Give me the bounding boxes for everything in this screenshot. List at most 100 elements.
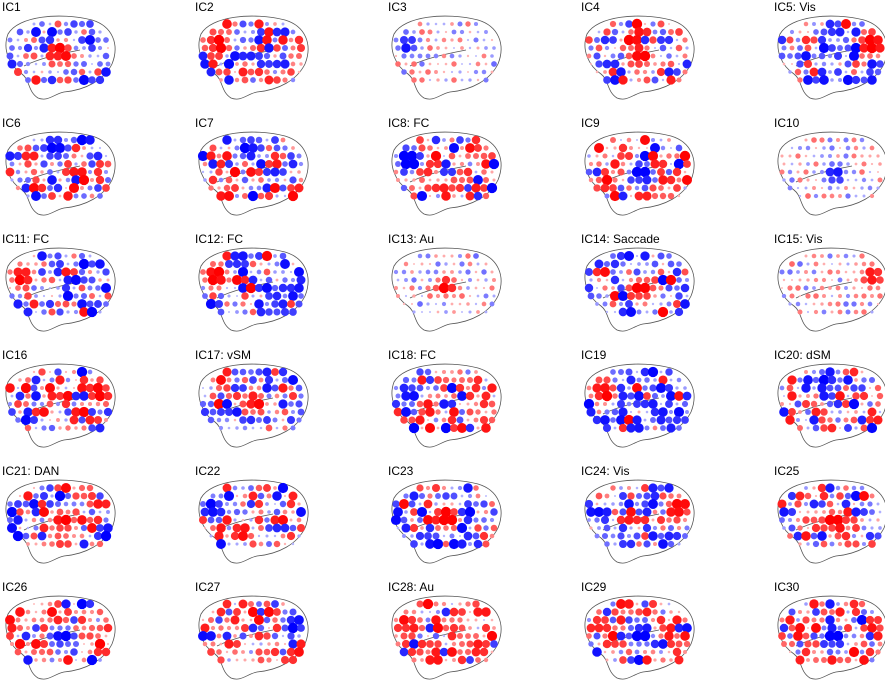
electrode-dot bbox=[675, 640, 683, 648]
ic-panel: IC17: vSM bbox=[193, 348, 313, 456]
electrode-dot bbox=[801, 35, 811, 45]
brain-outline bbox=[391, 131, 502, 216]
electrode-dot bbox=[435, 409, 441, 415]
electrode-dot bbox=[838, 62, 842, 66]
electrode-dot bbox=[247, 136, 255, 144]
electrode-dot bbox=[33, 525, 39, 531]
electrode-dot bbox=[481, 269, 487, 275]
electrode-dot bbox=[473, 501, 479, 507]
electrode-dot bbox=[488, 400, 496, 408]
electrode-dot bbox=[491, 61, 497, 67]
electrode-dot bbox=[31, 375, 41, 385]
electrode-dot bbox=[78, 484, 86, 492]
electrode-dot bbox=[202, 641, 208, 647]
electrode-dot bbox=[665, 168, 673, 176]
electrode-dot bbox=[603, 28, 611, 36]
electrode-dot bbox=[667, 260, 675, 268]
electrode-dot bbox=[429, 311, 431, 313]
electrode-dot bbox=[860, 518, 864, 522]
electrode-dot bbox=[286, 531, 296, 541]
electrode-dot bbox=[80, 492, 88, 500]
electrode-dot bbox=[612, 393, 618, 399]
electrode-dot bbox=[626, 539, 636, 549]
electrode-dot bbox=[817, 383, 827, 393]
electrode-dot bbox=[593, 632, 601, 640]
electrode-dot bbox=[218, 425, 224, 431]
electrode-dot bbox=[393, 623, 403, 633]
electrode-dot bbox=[603, 260, 611, 268]
electrode-dot bbox=[411, 277, 417, 283]
electrode-dot bbox=[490, 170, 494, 174]
electrode-dot bbox=[819, 601, 825, 607]
electrode-dot bbox=[787, 285, 793, 291]
electrode-dot bbox=[232, 153, 238, 159]
electrode-dot bbox=[255, 252, 263, 260]
electrode-dot bbox=[77, 383, 87, 393]
electrode-dot bbox=[441, 485, 447, 491]
electrode-dot bbox=[838, 410, 842, 414]
electrode-dot bbox=[673, 184, 681, 192]
electrode-dot bbox=[828, 44, 836, 52]
electrode-dot bbox=[404, 278, 408, 282]
electrode-dot bbox=[16, 38, 20, 42]
electrode-dot bbox=[674, 285, 680, 291]
electrode-dot bbox=[602, 401, 608, 407]
electrode-dot bbox=[426, 640, 434, 648]
electrode-dot bbox=[296, 417, 302, 423]
electrode-dot bbox=[666, 517, 672, 523]
electrode-dot bbox=[873, 415, 883, 425]
electrode-dot bbox=[481, 301, 487, 307]
electrode-dot bbox=[419, 161, 425, 167]
electrode-dot bbox=[842, 368, 850, 376]
electrode-dot bbox=[637, 146, 641, 150]
electrode-dot bbox=[875, 43, 885, 53]
electrode-dot bbox=[416, 600, 424, 608]
electrode-dot bbox=[659, 650, 663, 654]
electrode-dot bbox=[28, 498, 40, 510]
electrode-dot bbox=[797, 525, 803, 531]
electrode-dot bbox=[806, 262, 810, 266]
electrode-dot bbox=[79, 307, 89, 317]
electrode-dot bbox=[6, 52, 14, 60]
electrode-dot bbox=[866, 68, 874, 76]
electrode-dot bbox=[256, 307, 266, 317]
electrode-dot bbox=[829, 193, 835, 199]
electrode-dot bbox=[395, 393, 401, 399]
electrode-dot bbox=[8, 408, 16, 416]
electrode-dot bbox=[64, 524, 72, 532]
electrode-dot bbox=[14, 274, 26, 286]
electrode-dot bbox=[643, 76, 651, 84]
electrode-dot bbox=[420, 46, 424, 50]
electrode-dot bbox=[807, 627, 809, 629]
electrode-dot bbox=[401, 523, 411, 533]
electrode-dot bbox=[665, 500, 673, 508]
electrode-dot bbox=[610, 601, 616, 607]
electrode-dot bbox=[425, 623, 435, 633]
electrode-dot bbox=[79, 401, 85, 407]
electrode-dot bbox=[15, 169, 21, 175]
electrode-dot bbox=[444, 146, 448, 150]
electrode-dot bbox=[813, 261, 819, 267]
electrode-dot bbox=[243, 610, 247, 614]
electrode-dot bbox=[865, 615, 875, 625]
electrode-dot bbox=[58, 610, 62, 614]
electrode-dot bbox=[778, 632, 786, 640]
electrode-dot bbox=[617, 290, 629, 302]
electrode-dot bbox=[620, 625, 626, 631]
electrode-dot bbox=[416, 136, 424, 144]
electrode-dot bbox=[475, 493, 481, 499]
electrode-dot bbox=[843, 601, 849, 607]
electrode-dot bbox=[32, 602, 36, 606]
electrode-dot bbox=[639, 166, 651, 178]
electrode-dot bbox=[852, 286, 856, 290]
electrode-dot bbox=[631, 166, 643, 178]
electrode-dot bbox=[216, 523, 226, 533]
electrode-dot bbox=[650, 633, 656, 639]
electrode-dot bbox=[813, 293, 819, 299]
electrode-dot bbox=[657, 484, 665, 492]
brain-outline bbox=[198, 595, 309, 680]
electrode-dot bbox=[621, 30, 625, 34]
brain-map bbox=[5, 131, 116, 216]
electrode-dot bbox=[620, 261, 626, 267]
electrode-dot bbox=[624, 499, 634, 509]
